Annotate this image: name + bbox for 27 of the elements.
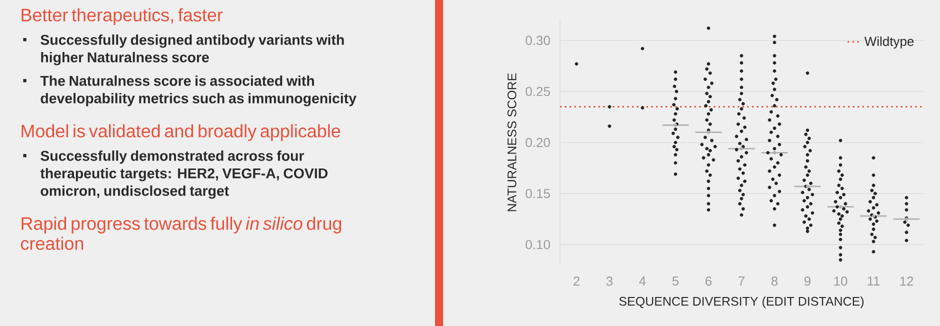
x-tick-label: 6 — [706, 276, 712, 286]
y-tick-label: 0.15 — [526, 188, 550, 198]
x-tick-label: 3 — [606, 276, 613, 286]
text: Better therapeutics, faster — [22, 8, 223, 25]
x-tick-label: 8 — [771, 276, 778, 286]
y-tick-label: 0.30 — [526, 36, 550, 46]
point — [772, 151, 776, 154]
x-axis-title: SEQUENCE DIVERSITY (EDIT DISTANCE) — [619, 296, 864, 308]
x-tick-label: 12 — [900, 276, 914, 286]
text: Successfully designed antibody variants with higher Naturalness score — [40, 34, 344, 66]
point — [838, 205, 842, 209]
text: Model is validated and broadly applicable — [22, 124, 340, 141]
x-tick-label: 2 — [574, 276, 580, 286]
x-tick-label: 10 — [834, 276, 848, 286]
x-tick-label: 11 — [868, 276, 880, 286]
text: The Naturalness score is associated with developability metrics such as immunogenicity — [40, 75, 356, 106]
x-tick-label: 9 — [804, 276, 810, 286]
y-tick-label: 0.25 — [526, 86, 550, 96]
x-tick-label: 4 — [639, 276, 646, 286]
text: Rapid progress towards fully in silico drug creation — [20, 216, 342, 250]
legend-label: Wildtype — [864, 36, 914, 49]
text: Successfully demonstrated across four therapeutic targets: HER2, VEGF-A, COVID omicron, undisclosed target — [40, 150, 328, 199]
x-tick-label: 5 — [672, 276, 679, 286]
y-tick-label: 0.10 — [526, 240, 550, 250]
x-tick-label: 7 — [738, 276, 744, 286]
y-axis-title: NATURALNESS SCORE — [507, 73, 516, 212]
y-tick-label: 0.20 — [526, 138, 550, 148]
